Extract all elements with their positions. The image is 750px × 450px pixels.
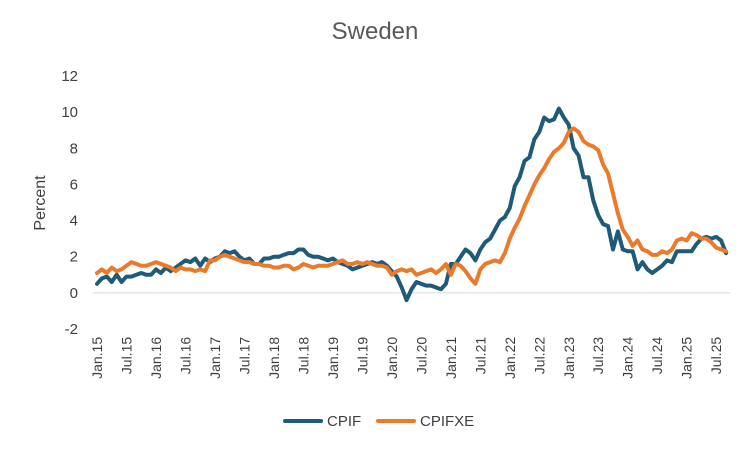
x-tick-label: Jul.25 bbox=[708, 337, 724, 375]
legend-label-cpif: CPIF bbox=[327, 413, 361, 430]
y-tick-label: 2 bbox=[70, 249, 78, 266]
x-tick-label: Jul.19 bbox=[354, 337, 370, 375]
x-tick-label: Jan.20 bbox=[384, 337, 400, 379]
y-tick-label: -2 bbox=[65, 321, 78, 338]
x-tick-label: Jul.18 bbox=[295, 337, 311, 375]
x-tick-label: Jan.21 bbox=[443, 337, 459, 379]
y-tick-label: 12 bbox=[61, 68, 78, 85]
x-tick-label: Jan.19 bbox=[325, 337, 341, 379]
x-tick-label: Jan.16 bbox=[148, 337, 164, 379]
y-tick-label: 8 bbox=[70, 140, 78, 157]
x-tick-label: Jan.15 bbox=[89, 337, 105, 379]
legend: CPIF CPIFXE bbox=[283, 413, 474, 430]
x-tick-label: Jan.18 bbox=[266, 337, 282, 379]
y-tick-label: 6 bbox=[70, 176, 78, 193]
y-axis-label: Percent bbox=[32, 175, 49, 231]
x-tick-label: Jul.17 bbox=[236, 337, 252, 375]
y-tick-label: 0 bbox=[70, 285, 78, 302]
x-tick-label: Jul.22 bbox=[531, 337, 547, 375]
y-tick-label: 4 bbox=[70, 213, 78, 230]
x-tick-label: Jul.23 bbox=[590, 337, 606, 375]
series-layer bbox=[95, 106, 728, 303]
series-line-cpifxe bbox=[95, 126, 728, 286]
y-axis-ticks: -2 0 2 4 6 8 10 12 bbox=[61, 68, 78, 338]
x-tick-label: Jan.17 bbox=[207, 337, 223, 379]
legend-label-cpifxe: CPIFXE bbox=[420, 413, 474, 430]
series-line-cpif bbox=[95, 106, 728, 303]
x-tick-label: Jan.24 bbox=[620, 337, 636, 379]
x-tick-label: Jan.25 bbox=[679, 337, 695, 379]
y-tick-label: 10 bbox=[61, 104, 78, 121]
x-tick-label: Jan.23 bbox=[561, 337, 577, 379]
x-tick-label: Jul.21 bbox=[472, 337, 488, 375]
x-tick-label: Jan.22 bbox=[502, 337, 518, 379]
chart-title: Sweden bbox=[331, 18, 419, 45]
x-tick-label: Jul.24 bbox=[649, 337, 665, 375]
x-tick-label: Jul.16 bbox=[177, 337, 193, 375]
x-axis-ticks: Jan.15 Jul.15 Jan.16 Jul.16 Jan.17 Jul.17 Jan.… bbox=[89, 337, 724, 379]
x-tick-label: Jul.20 bbox=[413, 337, 429, 375]
x-tick-label: Jul.15 bbox=[118, 337, 134, 375]
